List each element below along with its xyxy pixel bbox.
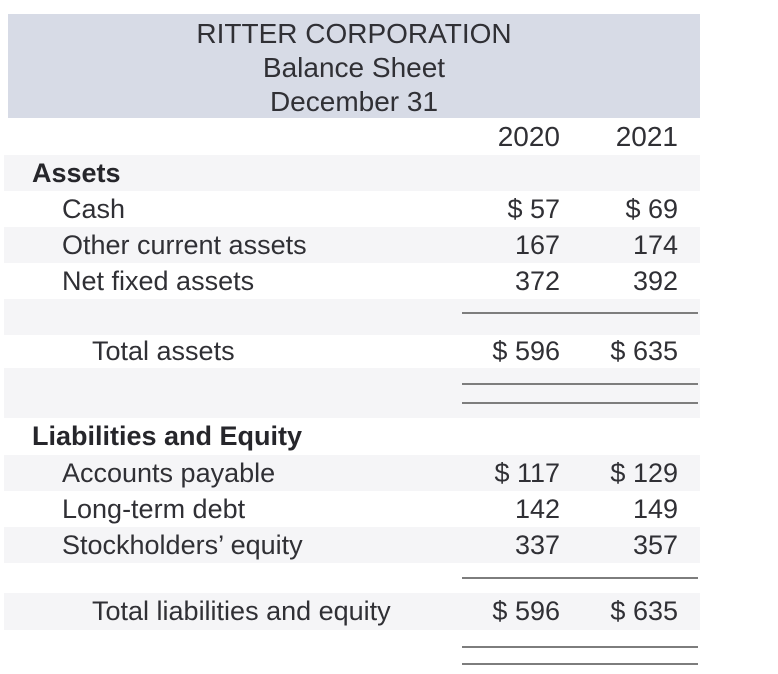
- value-2020: 142: [514, 493, 560, 524]
- statement-header: RITTER CORPORATION Balance Sheet Decembe…: [8, 14, 700, 118]
- table-row-stockholders-equity: Stockholders’ equity 337 357: [4, 527, 700, 563]
- value-2020: $ 57: [507, 193, 560, 224]
- row-label: Stockholders’ equity: [62, 529, 303, 560]
- liabilities-section-header-row: Liabilities and Equity: [4, 418, 700, 455]
- value-2021: $ 635: [610, 596, 678, 626]
- double-underline-top: [462, 646, 698, 648]
- statement-date: December 31: [269, 86, 439, 117]
- table-row-accounts-payable: Accounts payable $ 117 $ 129: [4, 455, 700, 491]
- value-2020: 167: [514, 229, 560, 260]
- table-row-other-current-assets: Other current assets 167 174: [4, 227, 700, 263]
- table-row-cash: Cash $ 57 $ 69: [4, 191, 700, 227]
- spacer-row-subtotal-rule: [4, 299, 700, 335]
- row-label: Long-term debt: [62, 493, 246, 524]
- value-2021: 392: [632, 265, 678, 296]
- bottom-double-rule-row: [4, 630, 700, 674]
- liabilities-section-label: Liabilities and Equity: [32, 421, 303, 451]
- table-row-long-term-debt: Long-term debt 142 149: [4, 491, 700, 527]
- year-column-2020: 2020: [497, 120, 560, 152]
- single-underline: [462, 577, 698, 579]
- value-2021: 149: [632, 493, 678, 524]
- spacer-row-double-rule: [4, 368, 700, 418]
- company-name: RITTER CORPORATION: [196, 18, 512, 49]
- table-row-net-fixed-assets: Net fixed assets 372 392: [4, 263, 700, 299]
- row-label: Accounts payable: [62, 457, 276, 488]
- value-2020: $ 117: [494, 457, 560, 488]
- assets-section-label: Assets: [32, 157, 121, 188]
- row-label: Total assets: [92, 336, 235, 366]
- statement-title: Balance Sheet: [262, 52, 446, 83]
- balance-sheet-table: 2020 2021 Assets Cash $ 57 $ 69 Other cu…: [4, 118, 700, 674]
- row-label: Total liabilities and equity: [92, 596, 391, 626]
- value-2020: $ 596: [492, 336, 560, 366]
- assets-section-header-row: Assets: [4, 155, 700, 191]
- top-margin: [0, 0, 778, 14]
- value-2021: $ 129: [610, 457, 678, 488]
- table-row-total-liabilities-equity: Total liabilities and equity $ 596 $ 635: [4, 593, 700, 630]
- year-column-2021: 2021: [615, 120, 678, 152]
- value-2021: $ 635: [610, 336, 678, 366]
- value-2020: 372: [514, 265, 560, 296]
- double-underline-bottom: [462, 663, 698, 665]
- single-underline: [462, 312, 698, 314]
- row-label: Other current assets: [62, 229, 307, 260]
- value-2021: $ 69: [625, 193, 678, 224]
- value-2021: 357: [632, 529, 678, 560]
- value-2020: 337: [514, 529, 560, 560]
- year-header-row: 2020 2021: [4, 118, 700, 155]
- double-underline-top: [462, 383, 698, 385]
- value-2020: $ 596: [492, 596, 560, 626]
- table-row-total-assets: Total assets $ 596 $ 635: [4, 335, 700, 368]
- value-2021: 174: [632, 229, 678, 260]
- double-underline-bottom: [462, 402, 698, 404]
- row-label: Net fixed assets: [62, 265, 255, 296]
- row-label: Cash: [62, 193, 126, 224]
- spacer-row-subtotal-rule-2: [4, 563, 700, 593]
